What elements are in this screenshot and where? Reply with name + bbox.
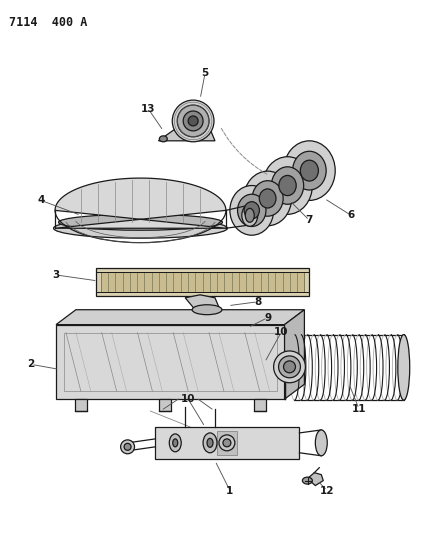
Polygon shape [285,310,304,399]
Polygon shape [56,310,304,325]
Bar [159,399,171,411]
Ellipse shape [223,439,231,447]
Ellipse shape [259,189,276,208]
Ellipse shape [242,205,258,227]
Text: 8: 8 [254,297,262,307]
Bar [254,399,266,411]
Text: 11: 11 [352,404,366,414]
Ellipse shape [159,136,167,142]
Ellipse shape [54,219,227,238]
Bar [75,399,87,411]
Ellipse shape [300,160,318,181]
Text: 9: 9 [264,313,271,322]
Ellipse shape [263,157,312,214]
Polygon shape [158,129,215,141]
Bar [101,272,304,292]
Ellipse shape [244,171,291,226]
Ellipse shape [279,356,300,378]
Ellipse shape [293,151,326,190]
Ellipse shape [203,433,217,453]
Text: 6: 6 [348,211,355,220]
Bar [64,333,276,391]
Ellipse shape [279,175,296,196]
Ellipse shape [172,100,214,142]
Ellipse shape [207,438,213,447]
Text: 5: 5 [202,68,209,78]
Ellipse shape [124,443,131,450]
Ellipse shape [121,440,134,454]
Polygon shape [307,473,323,486]
Ellipse shape [273,351,306,383]
Ellipse shape [173,439,178,447]
Bar [155,427,300,459]
Ellipse shape [303,477,312,484]
Polygon shape [55,178,226,228]
Text: 13: 13 [141,104,156,114]
Ellipse shape [188,116,198,126]
Text: 2: 2 [27,359,35,369]
Ellipse shape [315,430,327,456]
Polygon shape [185,295,220,310]
Text: 4: 4 [37,196,45,205]
Bar [217,431,237,455]
Bar [56,325,285,399]
Ellipse shape [283,361,295,373]
Ellipse shape [183,111,203,131]
Text: 10: 10 [274,327,289,336]
Ellipse shape [398,335,410,400]
Text: 12: 12 [320,486,335,496]
Ellipse shape [252,181,283,216]
Ellipse shape [59,214,223,230]
Text: 7: 7 [306,215,313,225]
Text: 1: 1 [226,486,234,496]
Ellipse shape [283,141,335,200]
Ellipse shape [192,305,222,314]
Ellipse shape [169,434,181,452]
Bar [96,268,309,296]
Ellipse shape [177,105,209,137]
Ellipse shape [244,201,259,219]
Text: 7114  400 A: 7114 400 A [9,15,88,29]
Ellipse shape [245,208,254,222]
Ellipse shape [219,435,235,451]
Text: 3: 3 [52,270,59,280]
Ellipse shape [238,194,266,227]
Ellipse shape [271,167,303,204]
Ellipse shape [230,185,273,235]
Text: 10: 10 [181,394,196,404]
